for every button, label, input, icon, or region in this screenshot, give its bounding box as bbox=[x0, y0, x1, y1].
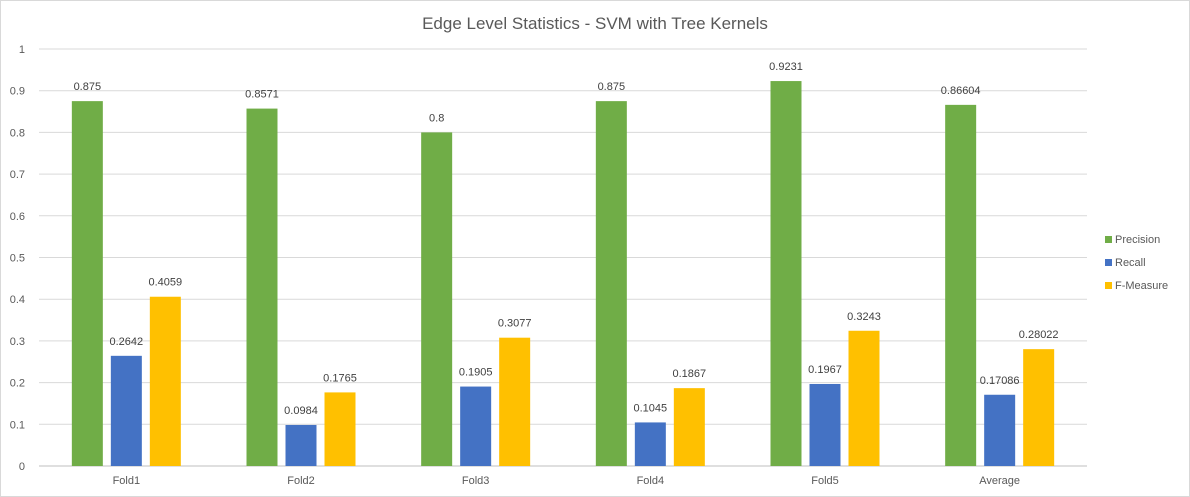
y-tick-label: 0.1 bbox=[10, 419, 25, 431]
legend: Precision Recall F-Measure bbox=[1105, 234, 1168, 292]
bar-precision-fold1 bbox=[71, 101, 103, 466]
bar-recall-fold2 bbox=[285, 424, 317, 466]
legend-label: F-Measure bbox=[1115, 280, 1168, 292]
legend-swatch bbox=[1105, 282, 1112, 289]
bar-f-measure-average bbox=[1023, 349, 1055, 466]
y-tick-label: 1 bbox=[19, 44, 25, 56]
bar-f-measure-fold1 bbox=[149, 296, 181, 466]
chart-title: Edge Level Statistics - SVM with Tree Ke… bbox=[422, 14, 768, 33]
x-tick-label: Average bbox=[979, 475, 1020, 487]
y-tick-label: 0.4 bbox=[10, 294, 25, 306]
legend-label: Recall bbox=[1115, 257, 1146, 269]
bars bbox=[71, 81, 1055, 467]
data-label: 0.17086 bbox=[980, 375, 1020, 387]
y-tick-label: 0.3 bbox=[10, 336, 25, 348]
data-label: 0.875 bbox=[74, 81, 102, 93]
x-tick-label: Fold3 bbox=[462, 475, 490, 487]
x-tick-label: Fold4 bbox=[637, 475, 665, 487]
legend-label: Precision bbox=[1115, 234, 1160, 246]
data-label: 0.1905 bbox=[459, 367, 493, 379]
bar-recall-fold1 bbox=[110, 355, 142, 466]
data-label: 0.875 bbox=[598, 81, 626, 93]
y-tick-label: 0.6 bbox=[10, 211, 25, 223]
y-tick-label: 0.2 bbox=[10, 378, 25, 390]
data-label: 0.9231 bbox=[769, 61, 803, 73]
bar-recall-fold4 bbox=[634, 422, 666, 466]
x-axis-ticks: Fold1 Fold2 Fold3 Fold4 Fold5 Average bbox=[113, 475, 1020, 487]
bar-recall-fold5 bbox=[809, 383, 841, 466]
legend-swatch bbox=[1105, 236, 1112, 243]
data-label: 0.2642 bbox=[110, 336, 144, 348]
legend-swatch bbox=[1105, 259, 1112, 266]
x-tick-label: Fold2 bbox=[287, 475, 315, 487]
gridlines bbox=[39, 48, 1087, 467]
bar-recall-average bbox=[984, 394, 1016, 466]
data-label: 0.86604 bbox=[941, 85, 981, 97]
bar-f-measure-fold5 bbox=[848, 330, 880, 466]
data-label: 0.8 bbox=[429, 112, 444, 124]
bar-recall-fold3 bbox=[460, 386, 492, 466]
y-axis-ticks: 0 0.1 0.2 0.3 0.4 0.5 0.6 0.7 0.8 0.9 1 bbox=[10, 44, 25, 473]
bar-precision-fold3 bbox=[421, 132, 453, 466]
y-tick-label: 0 bbox=[19, 461, 25, 473]
data-label: 0.1967 bbox=[808, 364, 842, 376]
bar-f-measure-fold3 bbox=[499, 337, 531, 466]
y-tick-label: 0.9 bbox=[10, 86, 25, 98]
data-label: 0.8571 bbox=[245, 89, 279, 101]
data-label: 0.28022 bbox=[1019, 329, 1059, 341]
x-tick-label: Fold1 bbox=[113, 475, 141, 487]
data-labels: 0.875 0.2642 0.4059 0.8571 0.0984 0.1765 0.8 0.… bbox=[74, 61, 1059, 417]
bar-precision-fold5 bbox=[770, 81, 802, 467]
data-label: 0.3077 bbox=[498, 318, 532, 330]
y-tick-label: 0.8 bbox=[10, 127, 25, 139]
bar-f-measure-fold4 bbox=[673, 388, 705, 466]
data-label: 0.4059 bbox=[149, 277, 183, 289]
data-label: 0.1867 bbox=[673, 368, 707, 380]
bar-f-measure-fold2 bbox=[324, 392, 356, 466]
bar-precision-average bbox=[945, 104, 977, 466]
bar-precision-fold2 bbox=[246, 108, 278, 467]
data-label: 0.1045 bbox=[634, 402, 668, 414]
bar-precision-fold4 bbox=[595, 101, 627, 466]
y-tick-label: 0.7 bbox=[10, 169, 25, 181]
x-tick-label: Fold5 bbox=[811, 475, 839, 487]
data-label: 0.1765 bbox=[323, 372, 357, 384]
data-label: 0.3243 bbox=[847, 311, 881, 323]
y-tick-label: 0.5 bbox=[10, 253, 25, 265]
data-label: 0.0984 bbox=[284, 405, 318, 417]
